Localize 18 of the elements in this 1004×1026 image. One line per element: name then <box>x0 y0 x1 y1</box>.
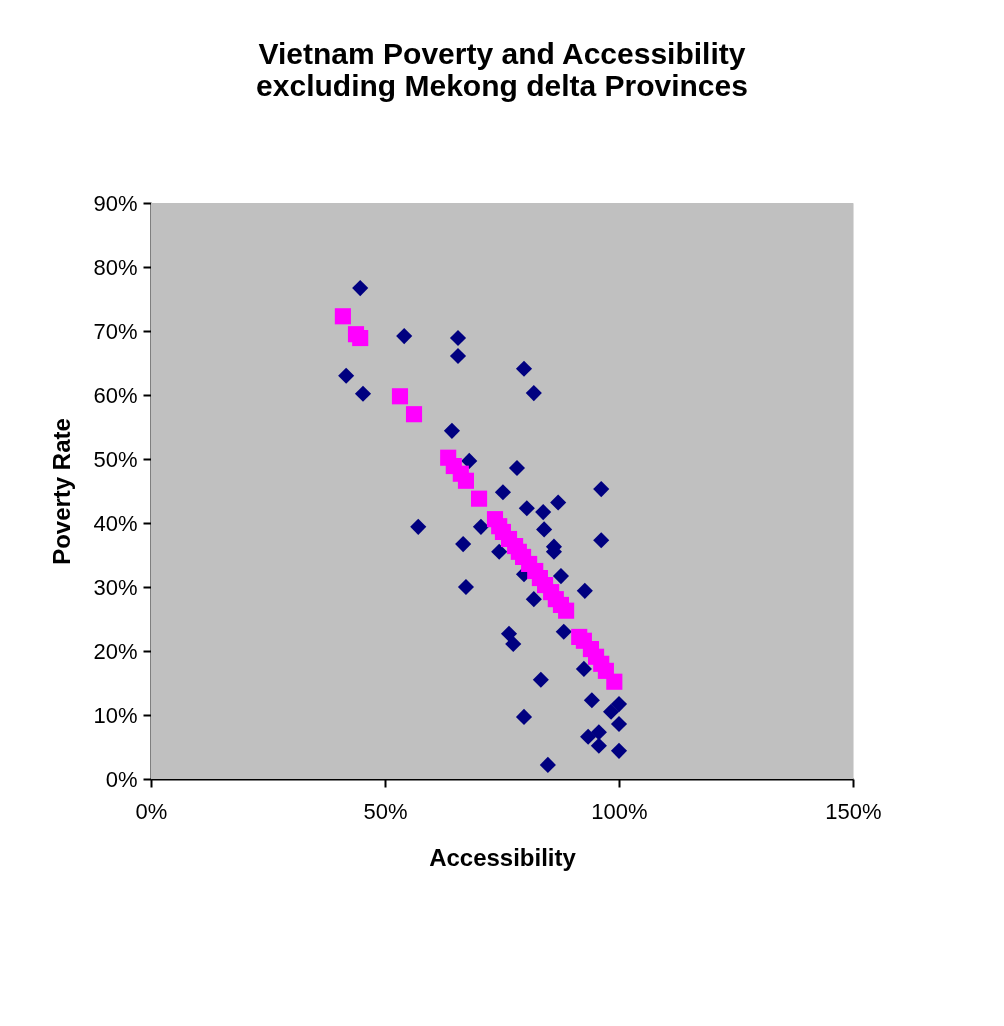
y-tick-label: 30% <box>93 574 138 600</box>
x-tick-label: 0% <box>135 798 168 824</box>
y-tick-label: 80% <box>93 254 138 280</box>
text: Vietnam Poverty and Accessibility <box>258 37 746 70</box>
text: excluding Mekong delta Provinces <box>256 69 748 102</box>
x-tick-label: 50% <box>363 798 408 824</box>
y-tick-label: 20% <box>93 638 138 664</box>
y-tick-label: 0% <box>105 766 138 792</box>
y-tick-label: 60% <box>93 382 138 408</box>
x-tick-label: 100% <box>591 798 648 824</box>
y-tick-label: 40% <box>93 510 138 536</box>
x-axis-title: Accessibility <box>429 843 577 871</box>
y-tick-label: 50% <box>93 446 138 472</box>
y-tick-label: 10% <box>93 702 138 728</box>
y-axis-title: Poverty Rate <box>48 418 76 565</box>
x-tick-label: 150% <box>825 798 882 824</box>
y-tick-label: 90% <box>93 190 138 216</box>
y-tick-label: 70% <box>93 318 138 344</box>
